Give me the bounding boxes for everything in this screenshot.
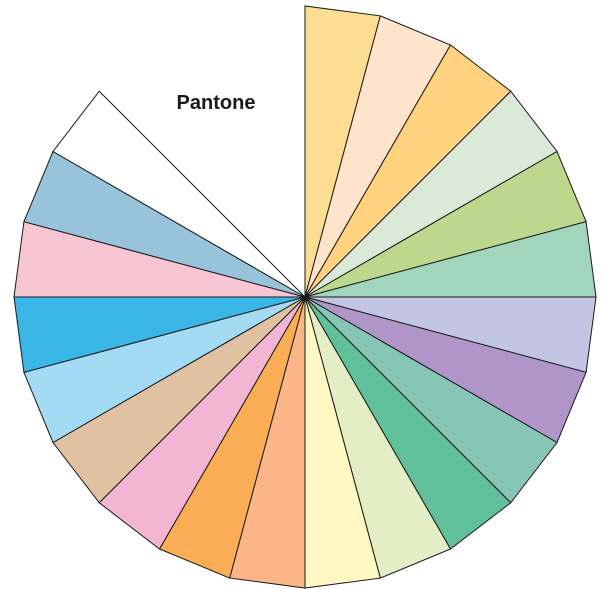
wheel-title: Pantone	[177, 92, 256, 114]
color-segment	[52, 90, 306, 298]
color-wheel-segments	[13, 5, 597, 589]
